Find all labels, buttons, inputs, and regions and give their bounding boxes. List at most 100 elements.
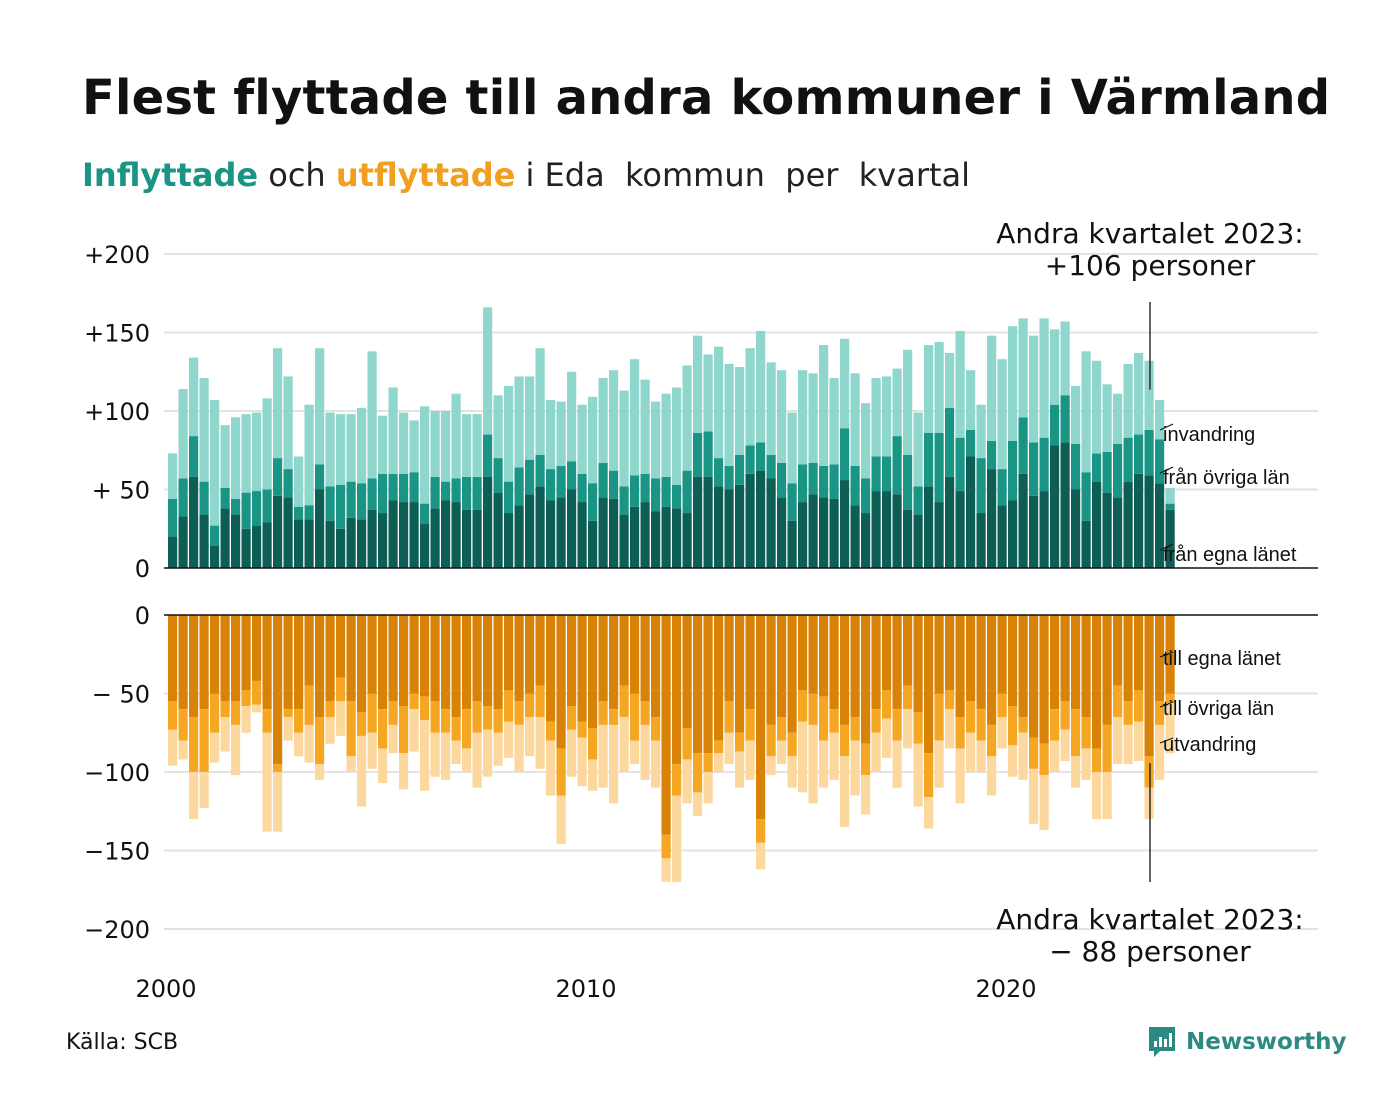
outflow-bar-other [1113,685,1123,718]
inflow-bar-immigration [1113,393,1123,444]
inflow-bar-own [535,486,545,568]
outflow-bar-own [1165,615,1175,694]
outflow-bar-emigration [892,740,902,788]
outflow-bar-own [840,615,850,725]
outflow-bar-other [1071,709,1081,757]
inflow-bar-immigration [252,412,262,492]
bottom-y-tick-label: −100 [84,759,150,787]
outflow-bar-emigration [661,858,671,882]
inflow-bar-own [829,498,839,568]
outflow-bar-other [1029,737,1039,769]
bottom-series-label: till egna länet [1163,648,1281,670]
source-note: Källa: SCB [66,1030,179,1055]
outflow-bar-own [178,615,188,710]
outflow-bar-other [262,709,272,733]
outflow-bar-other [367,693,377,733]
outflow-bar-other [336,677,346,702]
inflow-bar-other [745,445,755,474]
outflow-bar-emigration [777,740,787,765]
inflow-bar-other [199,481,209,515]
outflow-bar-other [829,709,839,733]
outflow-bar-own [766,615,776,725]
inflow-bar-own [955,491,965,568]
inflow-bar-other [808,462,818,495]
outflow-bar-other [525,693,535,718]
inflow-bar-other [1029,442,1039,496]
outflow-bar-other [462,709,472,749]
inflow-bar-own [1134,473,1144,568]
outflow-bar-emigration [735,751,745,788]
inflow-bar-own [630,506,640,568]
outflow-bar-other [430,701,440,733]
inflow-bar-immigration [388,387,398,474]
inflow-bar-other [430,476,440,509]
inflow-bar-other [546,469,556,501]
newsworthy-logo-icon [1149,1027,1175,1057]
bottom-label-leader [1159,701,1174,708]
outflow-bar-own [1008,615,1018,707]
outflow-bar-emigration [693,792,703,816]
outflow-bar-emigration [987,756,997,796]
inflow-bar-immigration [745,348,755,446]
inflow-bar-own [472,509,482,568]
outflow-bar-own [808,615,818,694]
inflow-bar-other [325,486,335,521]
inflow-bar-own [1071,489,1081,568]
outflow-bar-other [1123,701,1133,725]
bottom-series-label: utvandring [1163,734,1256,756]
x-tick-label: 2010 [555,975,616,1000]
inflow-bar-own [304,519,314,568]
outflow-bar-emigration [1092,772,1102,820]
inflow-bar-own [871,491,881,568]
outflow-bar-other [619,685,629,718]
outflow-bar-other [745,709,755,741]
inflow-bar-other [504,481,514,514]
chart-subtitle: Inflyttade och utflyttade i Eda kommun p… [82,156,970,194]
outflow-bar-other [987,724,997,757]
inflow-bar-own [262,522,272,568]
outflow-bar-emigration [346,756,356,772]
outflow-bar-emigration [241,706,251,733]
top-series-label: invandring [1163,424,1255,446]
inflow-bar-immigration [871,378,881,457]
top-y-tick-label: 0 [135,555,150,583]
inflow-bar-immigration [777,370,787,463]
inflow-bar-immigration [399,412,409,474]
inflow-bar-own [861,513,871,568]
top-series-label: från övriga län [1163,467,1290,489]
inflow-bar-own [493,492,503,568]
outflow-bar-emigration [861,775,871,815]
outflow-bar-emigration [399,753,409,790]
outflow-bar-emigration [1155,724,1165,780]
inflow-bar-own [966,456,976,568]
outflow-bar-emigration [619,717,629,772]
outflow-bar-other [609,709,619,725]
inflow-bar-other [787,483,797,521]
inflow-bar-immigration [1029,335,1039,443]
outflow-bar-other [808,693,818,725]
outflow-bar-own [997,615,1007,694]
outflow-bar-own [1092,615,1102,749]
inflow-bar-other [766,454,776,479]
top-label-leader [1159,543,1174,551]
outflow-bar-emigration [1071,756,1081,788]
outflow-bar-own [1123,615,1133,702]
inflow-bar-other [651,478,661,512]
inflow-bar-own [409,502,419,568]
outflow-bar-other [766,724,776,757]
inflow-bar-other [315,464,325,490]
outflow-bar-own [283,615,293,710]
outflow-bar-own [315,615,325,718]
outflow-bar-emigration [714,753,724,772]
outflow-bar-emigration [262,732,272,832]
outflow-bar-emigration [850,740,860,796]
outflow-bar-emigration [357,735,367,807]
inflow-bar-immigration [724,363,734,466]
outflow-bar-emigration [189,772,199,820]
outflow-bar-emigration [210,732,220,763]
inflow-bar-other [829,464,839,499]
inflow-bar-own [1060,442,1070,568]
inflow-bar-immigration [735,367,745,455]
inflow-bar-immigration [1155,400,1165,440]
outflow-bar-other [346,701,356,757]
